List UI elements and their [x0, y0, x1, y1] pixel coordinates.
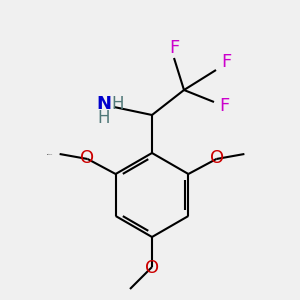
Text: O: O [210, 149, 224, 167]
Text: F: F [219, 97, 229, 115]
Text: O: O [145, 259, 159, 277]
Text: O: O [80, 149, 94, 167]
Text: methoxy: methoxy [46, 153, 53, 154]
Text: F: F [221, 53, 231, 71]
Text: F: F [169, 39, 179, 57]
Text: H: H [112, 95, 124, 113]
Text: H: H [98, 109, 110, 127]
Text: N: N [97, 95, 112, 113]
